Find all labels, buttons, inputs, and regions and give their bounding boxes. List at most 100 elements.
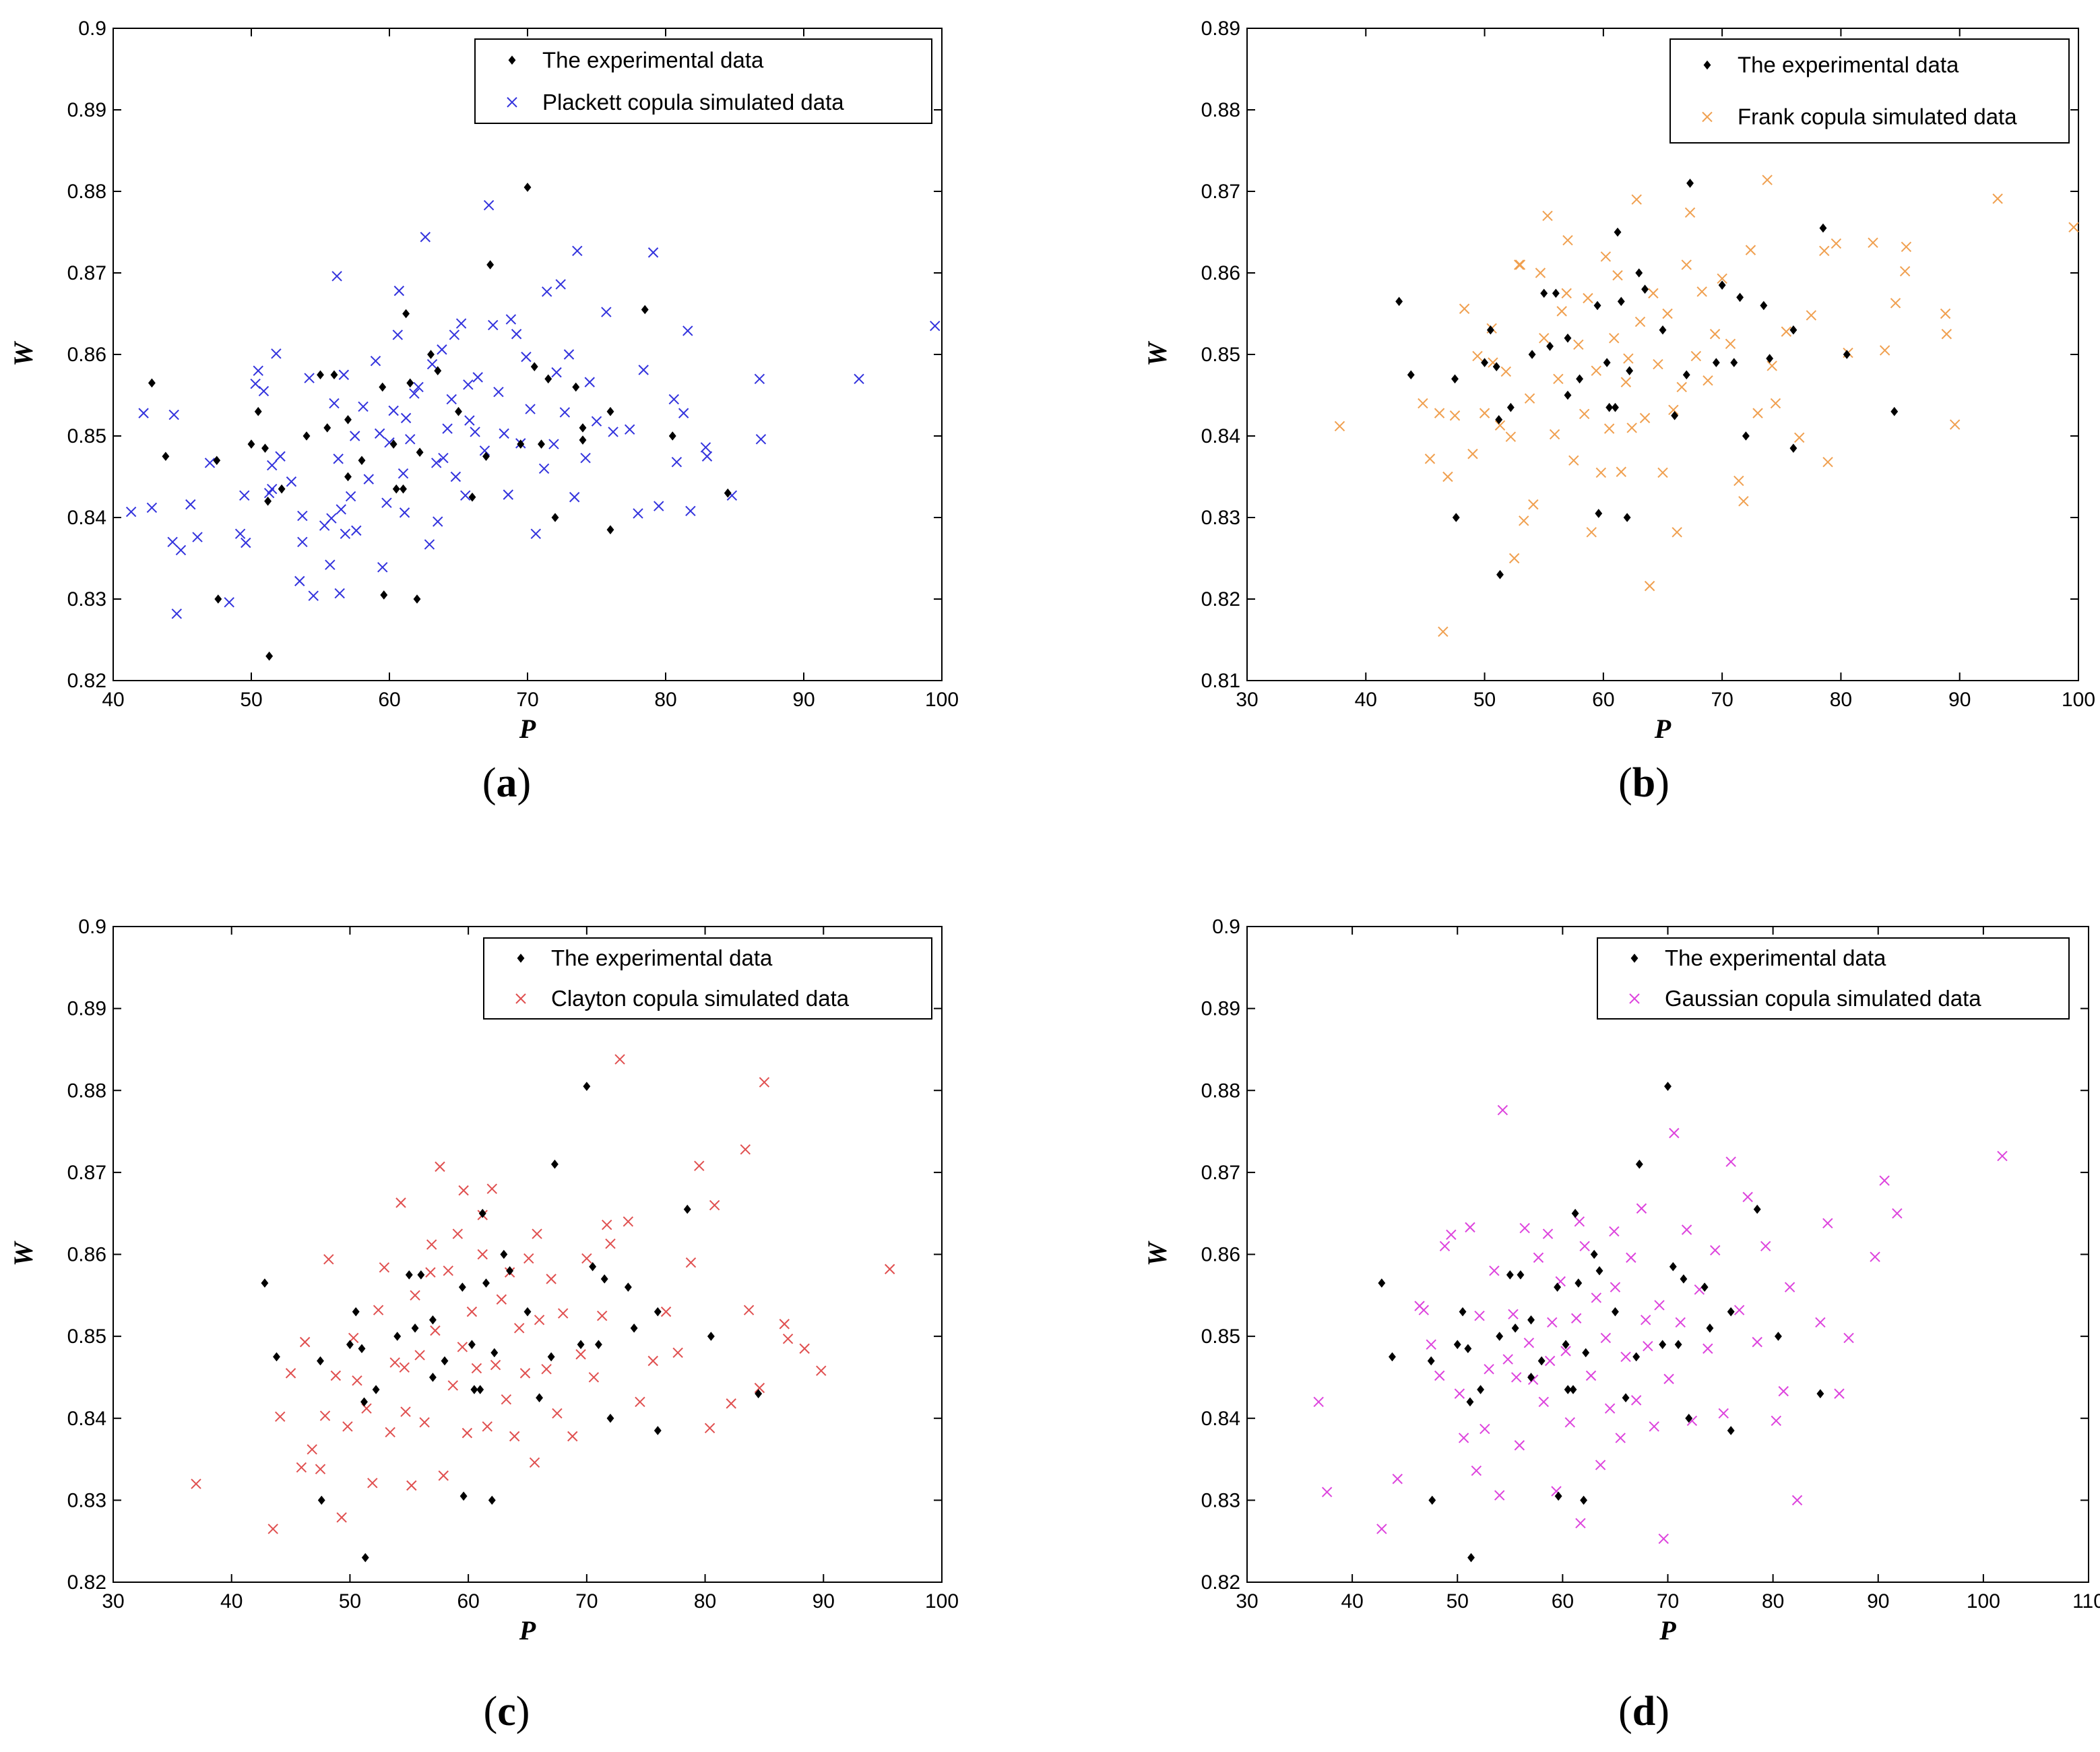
simulated-point xyxy=(146,502,158,513)
experimental-point xyxy=(1554,1491,1562,1501)
simulated-point xyxy=(1643,1341,1653,1352)
simulated-point xyxy=(1815,1317,1826,1328)
experimental-point xyxy=(551,513,559,522)
simulated-point xyxy=(1500,366,1512,377)
y-tick-label: 0.84 xyxy=(67,507,106,529)
simulated-point xyxy=(1870,1251,1880,1262)
x-tick-label: 40 xyxy=(102,689,124,711)
experimental-point xyxy=(1554,1282,1562,1292)
simulated-point xyxy=(325,559,336,570)
simulated-point xyxy=(668,394,680,405)
simulated-point xyxy=(816,1365,827,1376)
simulated-point xyxy=(1556,306,1567,317)
experimental-point xyxy=(323,423,331,433)
simulated-point xyxy=(552,1408,563,1419)
experimental-point xyxy=(1789,325,1797,335)
simulated-point xyxy=(1467,448,1478,460)
simulated-point xyxy=(1690,350,1702,362)
x-tick-label: 30 xyxy=(1236,1590,1258,1613)
experimental-point xyxy=(1452,513,1460,522)
legend-marker-experimental xyxy=(1630,953,1638,963)
experimental-point xyxy=(360,1397,368,1407)
experimental-point xyxy=(1428,1495,1436,1505)
experimental-point xyxy=(523,183,532,192)
simulated-point xyxy=(513,1323,525,1334)
simulated-point xyxy=(433,516,443,527)
legend-box xyxy=(483,937,932,1020)
simulated-point xyxy=(1449,410,1461,421)
simulated-point xyxy=(519,1368,531,1379)
simulated-point xyxy=(525,404,536,414)
experimental-point xyxy=(1506,1270,1514,1280)
experimental-point xyxy=(1605,402,1614,412)
x-tick-label: 80 xyxy=(1762,1590,1784,1613)
simulated-point xyxy=(1439,1241,1451,1252)
experimental-point xyxy=(1574,1278,1583,1288)
simulated-point xyxy=(435,1161,445,1172)
simulated-point xyxy=(558,1308,569,1319)
simulated-point xyxy=(1510,1372,1522,1383)
simulated-point xyxy=(1612,270,1623,281)
simulated-point xyxy=(464,415,475,426)
experimental-point xyxy=(476,1385,484,1394)
legend-marker-simulated xyxy=(1702,111,1713,123)
x-tick-label: 30 xyxy=(1236,689,1258,711)
simulated-point xyxy=(1494,1490,1505,1501)
simulated-point xyxy=(241,537,251,549)
simulated-point xyxy=(1564,1417,1576,1428)
simulated-point xyxy=(443,1265,453,1276)
simulated-point xyxy=(267,1524,278,1534)
legend: The experimental data Frank copula simula… xyxy=(1669,38,2070,144)
series-simulated xyxy=(125,199,941,619)
experimental-point xyxy=(428,1373,437,1382)
x-tick-label: 100 xyxy=(925,1590,959,1613)
simulated-point xyxy=(1591,365,1601,376)
simulated-point xyxy=(608,427,618,437)
experimental-point xyxy=(488,1495,496,1505)
simulated-point xyxy=(555,279,566,290)
simulated-point xyxy=(499,428,509,439)
simulated-point xyxy=(1703,375,1713,386)
experimental-point xyxy=(550,1159,559,1169)
x-tick-label: 60 xyxy=(1552,1590,1574,1613)
simulated-point xyxy=(1717,273,1727,284)
simulated-point xyxy=(1879,345,1890,356)
simulated-point xyxy=(1524,393,1535,404)
experimental-point xyxy=(1736,292,1744,303)
experimental-point xyxy=(1569,1385,1577,1394)
simulated-point xyxy=(395,1197,406,1208)
experimental-point xyxy=(1603,358,1611,367)
chart-panel-b: 30 40 50 60 70 80 90 100 0.81 0.82 0.83 0.84 0.85 0.8… xyxy=(1142,18,2095,806)
simulated-point xyxy=(296,1462,307,1473)
simulated-point xyxy=(701,451,713,462)
y-tick-label: 0.82 xyxy=(1201,1571,1240,1594)
simulated-point xyxy=(709,1199,720,1211)
simulated-point xyxy=(374,428,385,439)
experimental-point xyxy=(392,484,400,494)
simulated-point xyxy=(393,285,405,296)
simulated-point xyxy=(452,1228,464,1239)
simulated-point xyxy=(672,1347,683,1358)
experimental-point xyxy=(1580,1495,1588,1505)
simulated-point xyxy=(1644,580,1655,592)
simulated-point xyxy=(381,497,392,508)
simulated-point xyxy=(1539,333,1550,344)
simulated-point xyxy=(563,349,575,360)
y-tick-label: 0.82 xyxy=(67,1571,106,1594)
experimental-point xyxy=(1890,406,1899,416)
experimental-point xyxy=(572,382,580,392)
x-tick-label: 90 xyxy=(1867,1590,1889,1613)
simulated-point xyxy=(1442,471,1453,482)
simulated-point xyxy=(350,431,360,441)
series-experimental xyxy=(1378,1082,1824,1563)
simulated-point xyxy=(511,329,522,340)
x-tick-label: 80 xyxy=(694,1590,716,1613)
experimental-point xyxy=(402,309,410,319)
x-tick-label: 80 xyxy=(1830,689,1852,711)
simulated-point xyxy=(330,1370,342,1381)
x-tick-label: 30 xyxy=(102,1590,124,1613)
experimental-point xyxy=(413,594,421,604)
experimental-point xyxy=(544,374,552,384)
experimental-point xyxy=(1453,1340,1461,1350)
legend-entry-label: Clayton copula simulated data xyxy=(551,986,850,1011)
